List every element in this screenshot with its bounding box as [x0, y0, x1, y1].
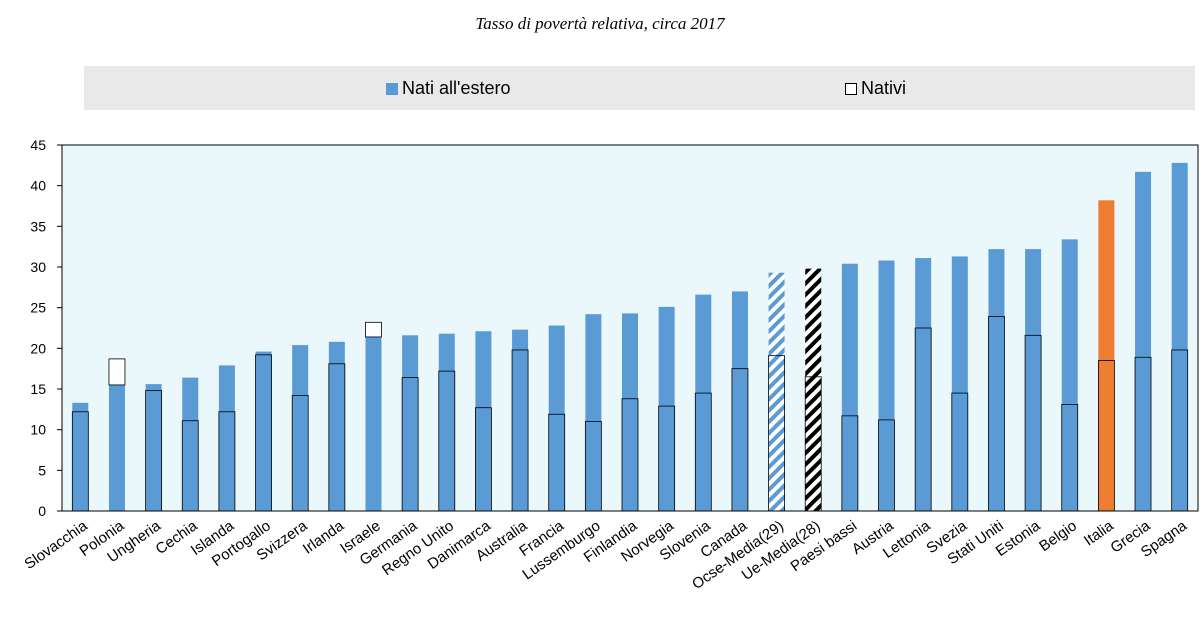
bar-foreign-belgio [1061, 239, 1078, 511]
bar-foreign-slovenia [695, 294, 712, 511]
y-tick-label: 30 [30, 259, 46, 275]
bar-foreign-regno-unito [438, 333, 455, 511]
y-tick-label: 10 [30, 422, 46, 438]
bar-foreign-slovacchia [72, 402, 89, 511]
y-tick-label: 35 [30, 218, 46, 234]
legend-swatch-native [845, 82, 857, 95]
y-tick-label: 0 [38, 503, 46, 519]
bar-foreign-svizzera [292, 345, 309, 511]
bar-foreign-lettonia [915, 258, 932, 511]
bar-foreign-stati-uniti [988, 249, 1005, 511]
bar-foreign-austria [878, 260, 895, 511]
bar-foreign-spagna [1171, 162, 1188, 512]
legend-label-foreign: Nati all'estero [402, 78, 511, 98]
legend-swatch-foreign [386, 82, 398, 95]
bar-foreign-islanda [218, 365, 235, 511]
y-axis: 0 5 10 15 20 25 30 35 40 45 [30, 137, 62, 519]
bar-foreign-canada [731, 291, 748, 511]
bar-foreign-polonia [108, 384, 125, 511]
bar-foreign-italia [1098, 200, 1115, 511]
bar-foreign-francia [548, 325, 565, 511]
x-tick-label: Belgio [1036, 517, 1080, 555]
bar-foreign-finlandia [622, 313, 638, 511]
bar-foreign-estonia [1025, 249, 1042, 511]
bars [72, 162, 1188, 512]
legend-item-native: Nativi [845, 78, 906, 99]
legend-item-foreign: Nati all'estero [386, 78, 510, 99]
bar-foreign-australia [512, 329, 529, 511]
plot-frame [61, 144, 1199, 512]
x-axis-labels: SlovacchiaPoloniaUngheriaCechiaIslandaPo… [21, 517, 1190, 593]
chart-title: Tasso di povertà relativa, circa 2017 [475, 14, 725, 33]
bar-foreign-cechia [182, 377, 199, 511]
bar-foreign-irlanda [328, 341, 345, 511]
bar-foreign-lussemburgo [585, 314, 602, 511]
legend-label-native: Nativi [861, 78, 907, 98]
bar-foreign-paesi-bassi [841, 263, 858, 511]
y-tick-label: 40 [30, 178, 46, 194]
bar-foreign-svezia [951, 256, 968, 511]
bar-foreign-portogallo [255, 351, 272, 511]
bar-foreign-ungheria [145, 384, 162, 511]
bar-native-polonia [108, 358, 126, 386]
bar-foreign-ocse-media-29- [768, 272, 785, 511]
y-tick-label: 20 [30, 340, 46, 356]
bar-foreign-grecia [1135, 171, 1152, 511]
y-tick-label: 45 [30, 137, 46, 153]
y-tick-label: 25 [30, 300, 46, 316]
bar-foreign-ue-media-28- [805, 268, 822, 511]
y-tick-label: 5 [38, 462, 46, 478]
y-tick-label: 15 [30, 381, 46, 397]
bar-foreign-norvegia [658, 306, 675, 511]
bar-foreign-germania [402, 335, 419, 511]
bar-foreign-danimarca [475, 331, 492, 511]
bar-native-israele [365, 321, 382, 338]
x-tick-label: Irlanda [300, 517, 348, 558]
bar-foreign-israele [365, 336, 382, 511]
legend: Nati all'estero Nativi [84, 66, 1195, 110]
